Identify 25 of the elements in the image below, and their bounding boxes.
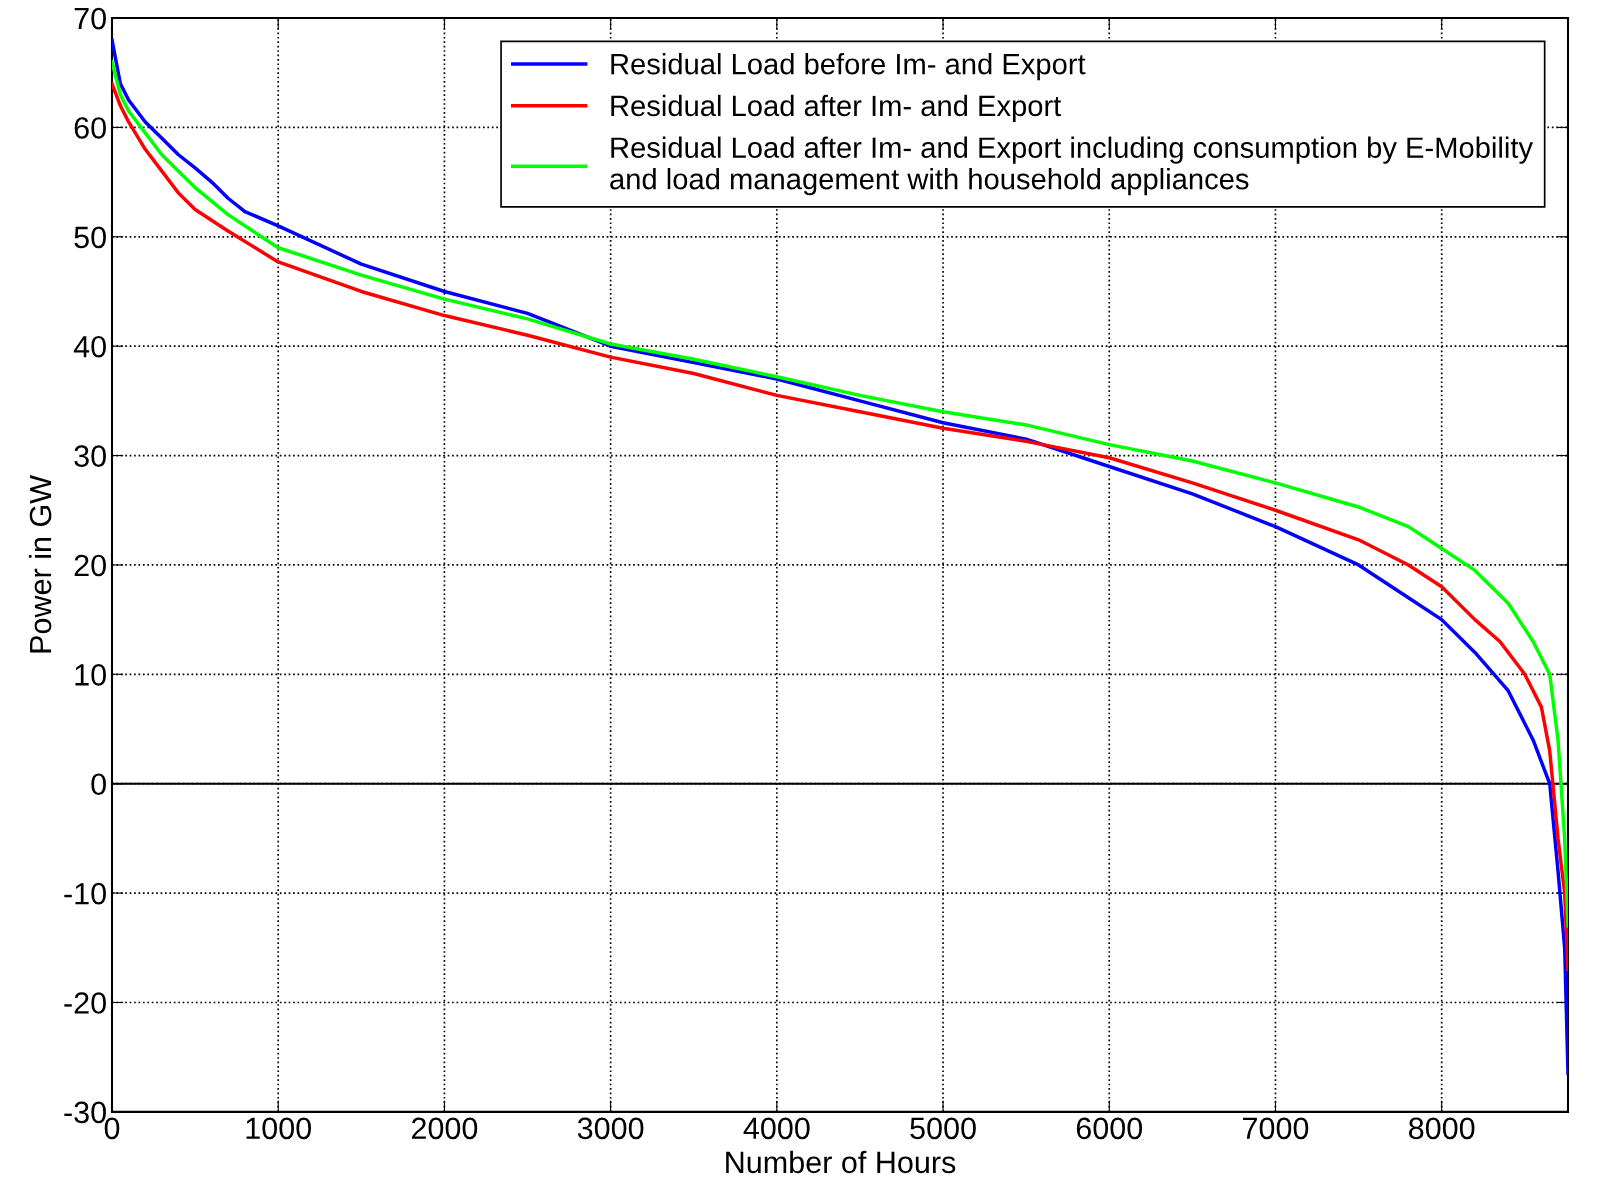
x-tick-label: 3000 bbox=[577, 1117, 644, 1140]
y-tick-label: 0 bbox=[91, 773, 106, 796]
x-tick-label: 4000 bbox=[743, 1117, 810, 1140]
x-tick-label: 8000 bbox=[1409, 1117, 1475, 1140]
y-tick-label: 50 bbox=[74, 226, 106, 249]
y-tick-label: 10 bbox=[75, 664, 106, 686]
legend-label: Residual Load before Im- and Export bbox=[611, 53, 1086, 81]
x-axis-title: Number of Hours bbox=[726, 1150, 956, 1174]
y-tick-label: -30 bbox=[64, 1101, 106, 1124]
x-tick-label: 0 bbox=[104, 1117, 120, 1140]
x-tick-label: 1000 bbox=[246, 1117, 312, 1140]
y-axis-title: Power in GW bbox=[28, 475, 52, 653]
x-tick-label: 2000 bbox=[411, 1117, 478, 1140]
y-tick-label: 30 bbox=[74, 445, 106, 467]
y-tick-label: 60 bbox=[74, 117, 106, 139]
legend-label: Residual Load after Im- and Export bbox=[611, 94, 1062, 122]
x-tick-label: 7000 bbox=[1243, 1117, 1309, 1140]
x-tick-label: 5000 bbox=[910, 1117, 976, 1140]
y-tick-label: 70 bbox=[74, 7, 106, 30]
y-tick-label: -10 bbox=[64, 882, 106, 905]
x-tick-label: 6000 bbox=[1076, 1117, 1143, 1140]
legend-label: Residual Load after Im- and Export including consumption by E-Mobility and load management with household appliances bbox=[610, 136, 1533, 196]
y-tick-label: -20 bbox=[64, 992, 106, 1014]
y-tick-label: 40 bbox=[73, 335, 106, 358]
y-tick-label: 20 bbox=[74, 554, 106, 577]
